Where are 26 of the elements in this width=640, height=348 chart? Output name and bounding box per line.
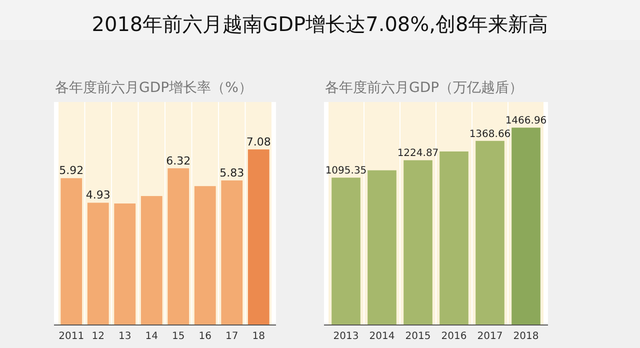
data-label: 1466.96 xyxy=(505,116,547,127)
x-tick-label: 2014 xyxy=(369,331,395,342)
x-tick-label: 2017 xyxy=(477,331,503,342)
x-tick-label: 2013 xyxy=(333,331,359,342)
x-tick-label: 2011 xyxy=(58,331,84,342)
x-tick-label: 17 xyxy=(226,331,238,342)
x-tick-label: 15 xyxy=(172,331,185,342)
data-label: 7.08 xyxy=(246,135,271,148)
data-label: 4.93 xyxy=(86,188,110,202)
x-tick-label: 12 xyxy=(92,331,104,342)
x-tick-label: 2016 xyxy=(441,331,467,342)
text: 2018年前六月越南GDP增长达7.08%,创8年来新高 xyxy=(92,12,548,36)
chart-subtitle: 各年度前六月GDP增长率（%） xyxy=(55,80,252,96)
data-label: 5.92 xyxy=(59,164,84,178)
data-label: 6.32 xyxy=(166,154,191,168)
data-label: 1368.66 xyxy=(469,128,511,140)
x-tick-label: 18 xyxy=(252,331,265,342)
x-tick-label: 16 xyxy=(198,331,212,342)
data-label: 5.83 xyxy=(220,166,244,180)
chart-subtitle: 各年度前六月GDP（万亿越盾） xyxy=(325,80,524,96)
x-tick-label: 13 xyxy=(118,331,132,342)
x-tick-label: 2015 xyxy=(405,331,431,342)
data-label: 1224.87 xyxy=(397,148,439,160)
x-tick-label: 2018 xyxy=(513,331,539,342)
x-tick-label: 14 xyxy=(145,331,158,342)
data-label: 1095.35 xyxy=(325,166,367,177)
